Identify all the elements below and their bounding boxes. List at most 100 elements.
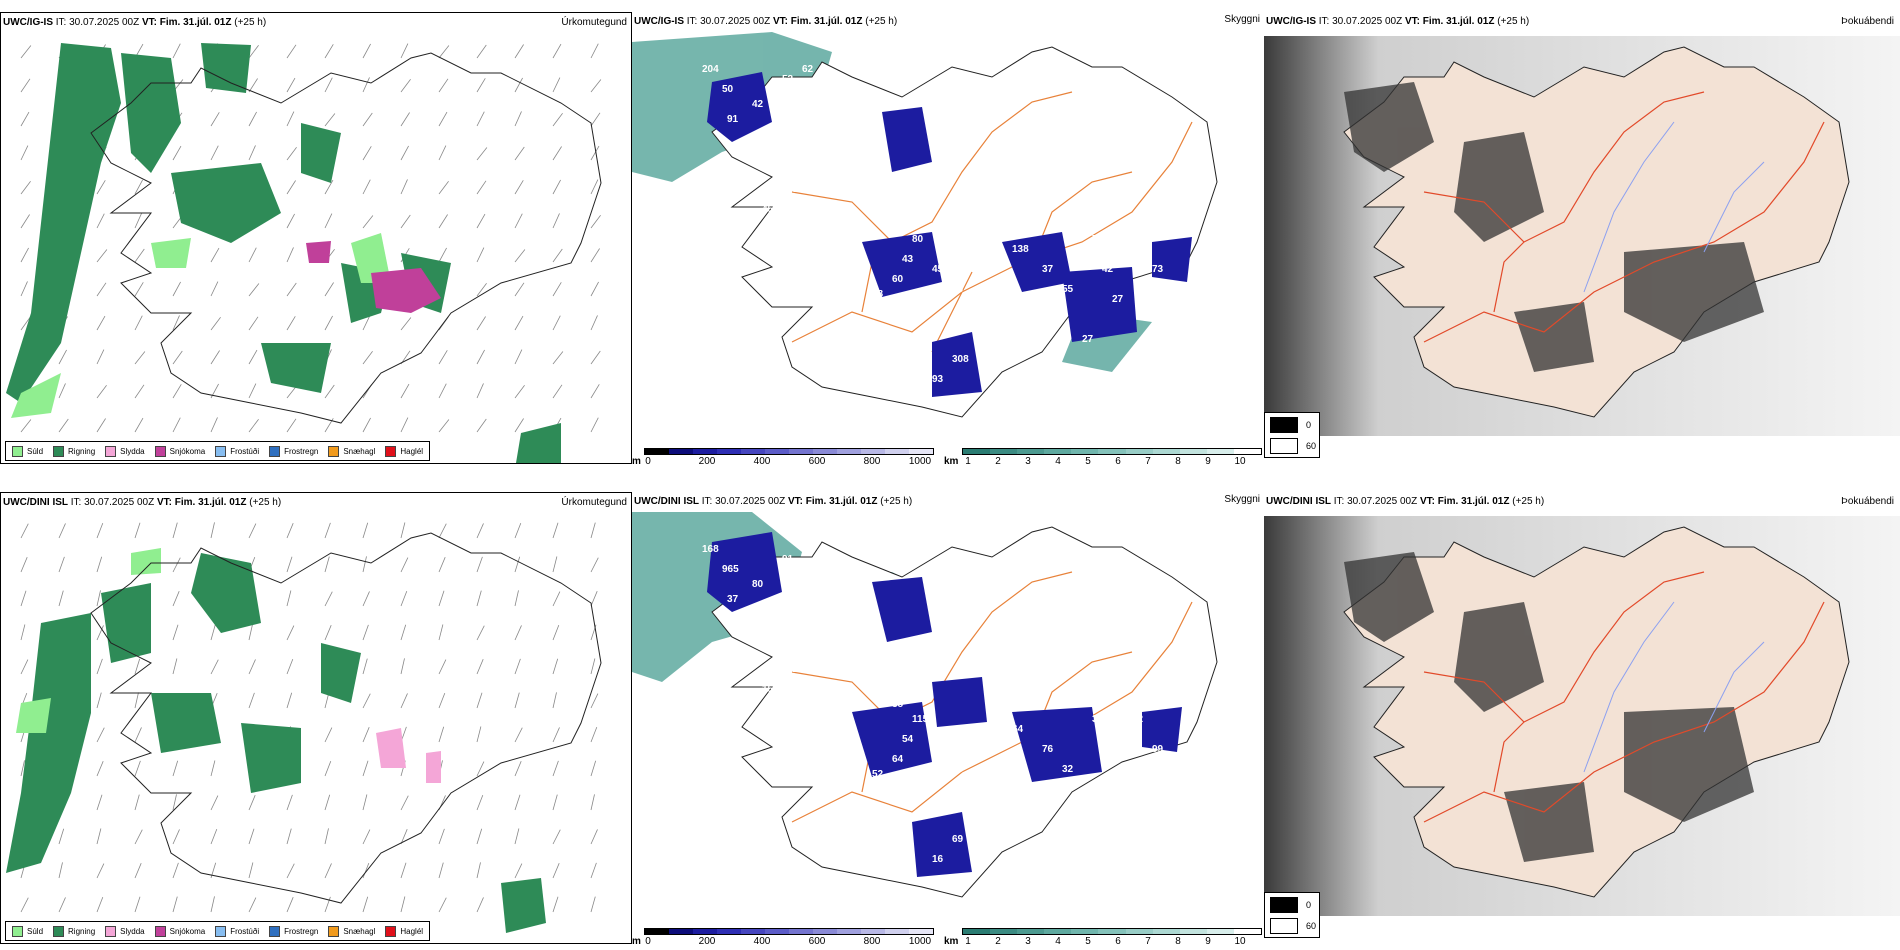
wind-barb — [552, 727, 560, 743]
fog-swatch-0 — [1270, 897, 1298, 913]
wind-barb — [96, 625, 104, 641]
wind-barb — [362, 43, 371, 59]
wind-barb — [552, 760, 559, 777]
wind-barb — [210, 828, 218, 845]
ceiling-colorbar: m 0 200 400 600 800 1000 — [632, 928, 934, 944]
wind-barb — [134, 282, 144, 297]
wind-barb — [590, 248, 600, 263]
fog-legend: 0 60 — [1264, 892, 1320, 938]
wind-barb — [438, 862, 444, 879]
swatch-sleet — [105, 925, 117, 937]
wind-barb — [400, 693, 408, 709]
cloud-ceiling-label: 55 — [792, 184, 804, 195]
wind-barb — [96, 863, 105, 879]
wind-barb — [172, 760, 179, 777]
wind-barb — [514, 761, 522, 777]
cloud-ceiling-label: 10 — [812, 114, 824, 125]
cloud-ceiling-label: 965 — [722, 564, 739, 575]
wind-barb — [438, 78, 449, 93]
wind-barb — [514, 282, 525, 297]
wind-barb — [248, 523, 257, 539]
river-network — [1583, 121, 1765, 293]
cloud-ceiling-label: 66 — [812, 594, 824, 605]
wind-barb — [552, 213, 560, 229]
wind-barb — [400, 624, 407, 641]
wind-barb — [362, 215, 374, 229]
wind-barb — [324, 282, 334, 297]
wind-barb — [362, 417, 371, 433]
wind-barb — [476, 147, 488, 161]
cloud-ceiling-label: 60 — [892, 274, 904, 285]
wind-barb — [248, 349, 258, 365]
wind-barb — [590, 315, 598, 331]
wind-barb — [476, 590, 482, 607]
wind-barb — [476, 316, 486, 331]
cloud-ceiling-label: 54 — [902, 734, 914, 745]
wind-barb — [286, 794, 293, 811]
wind-barb — [58, 828, 65, 845]
wind-barb — [552, 77, 561, 93]
map-header: UWC/DINI ISL IT: 30.07.2025 00Z VT: Fim.… — [634, 496, 913, 507]
wind-barb — [552, 692, 557, 709]
wind-barb — [210, 145, 219, 161]
wind-barb — [20, 45, 32, 59]
wind-barb — [20, 624, 26, 641]
wind-barb — [286, 77, 296, 93]
cloud-ceiling-label: 145 — [742, 624, 759, 635]
cloud-ceiling-label: 18 — [1012, 124, 1024, 135]
cloud-ceiling-label: 83 — [952, 284, 964, 295]
wind-barb — [514, 146, 525, 161]
wind-barb — [324, 315, 333, 331]
iceland-coastline — [90, 52, 602, 424]
cloud-ceiling-label: 153 — [762, 684, 779, 695]
wind-barb — [514, 863, 523, 879]
wind-barb — [286, 316, 296, 331]
wind-barb — [590, 658, 596, 675]
wind-barb — [552, 829, 561, 845]
wind-barb — [552, 384, 563, 399]
wind-barb — [514, 658, 521, 675]
wind-barb — [210, 350, 220, 365]
wind-barb — [134, 417, 144, 433]
wind-barb — [590, 384, 600, 399]
wind-barb — [96, 658, 103, 675]
wind-barb — [438, 624, 444, 641]
wind-barb — [248, 145, 256, 161]
wind-barb — [514, 727, 523, 743]
wind-barb — [286, 213, 295, 229]
cloud-ceiling-label: 52 — [872, 769, 884, 780]
cloud-ceiling-label: 77 — [962, 874, 974, 885]
wind-barb — [172, 829, 180, 845]
wind-barb — [248, 283, 260, 297]
cloud-ceiling-label: 49 — [862, 644, 874, 655]
wind-barb — [172, 896, 178, 913]
cloud-ceiling-label: 101 — [842, 179, 859, 190]
wind-barbs — [20, 522, 599, 913]
cloud-ceiling-label: 38 — [982, 334, 994, 345]
wind-barb — [362, 315, 371, 331]
cloud-ceiling-label: 37 — [1042, 264, 1054, 275]
precip-type-legend: Súld Rigning Slydda Snjókoma Frostúði Fr… — [5, 921, 431, 941]
wind-barb — [552, 896, 559, 913]
wind-barb — [590, 693, 599, 709]
cloud-ceiling-label: 83 — [1102, 744, 1114, 755]
wind-barb — [210, 760, 216, 777]
wind-barb — [590, 43, 599, 59]
wind-barb — [552, 522, 559, 539]
swatch-freezing-rain — [269, 445, 281, 457]
wind-barb — [286, 180, 296, 195]
iceland-coastline — [90, 532, 602, 904]
wind-barb — [20, 111, 30, 127]
cloud-ceiling-label: 32 — [1092, 714, 1104, 725]
wind-barb — [514, 384, 525, 399]
wind-barb — [514, 44, 524, 59]
wind-barb — [552, 863, 560, 879]
precip-drizzle-areas — [11, 233, 391, 418]
precip-type-legend: Súld Rigning Slydda Snjókoma Frostúði Fr… — [5, 441, 431, 461]
wind-barb — [210, 316, 221, 331]
wind-barb — [134, 829, 143, 845]
wind-barb — [362, 146, 372, 161]
wind-barb — [286, 863, 295, 879]
cloud-ceiling-label: 358 — [962, 724, 979, 735]
wind-barb — [286, 44, 297, 59]
